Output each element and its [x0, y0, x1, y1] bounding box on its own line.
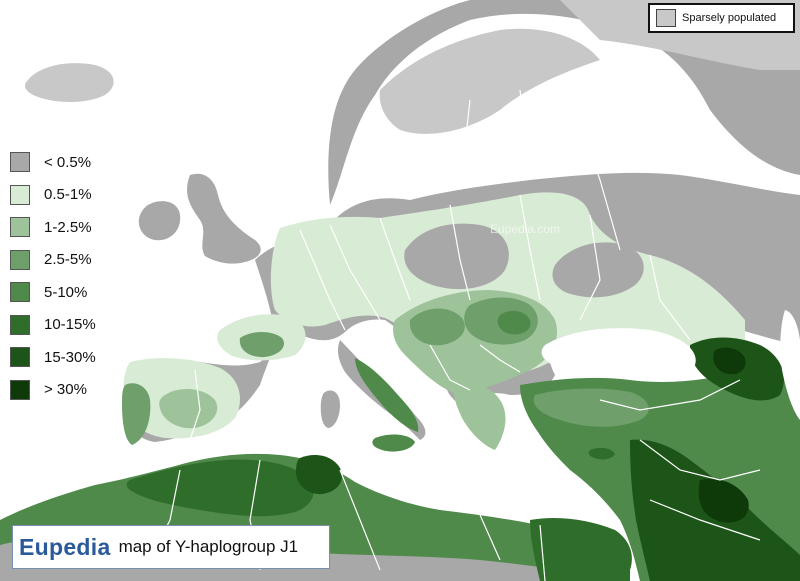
caucasus-core: [713, 347, 746, 375]
caspian-sea: [780, 310, 800, 420]
watermark-center: © Eupedia.com: [370, 475, 473, 492]
tunisia-dark: [296, 455, 342, 495]
watermark-north: Eupedia.com: [490, 222, 561, 236]
legend: < 0.5% 0.5-1% 1-2.5% 2.5-5% 5-10% 10-15%…: [10, 146, 96, 406]
legend-label: 15-30%: [44, 348, 96, 366]
sparse-populated-legend: Sparsely populated: [648, 3, 795, 33]
zone-france-mid: [239, 332, 285, 358]
legend-label: 0.5-1%: [44, 186, 92, 204]
legend-label: 10-15%: [44, 316, 96, 334]
legend-label: 1-2.5%: [44, 218, 92, 236]
arabia-core: [698, 478, 749, 523]
zone-iberia-west: [122, 383, 151, 445]
legend-item: 10-15%: [10, 309, 96, 342]
legend-item: 5-10%: [10, 276, 96, 309]
iceland: [25, 63, 114, 102]
legend-item: > 30%: [10, 374, 96, 407]
cyprus: [588, 447, 615, 460]
legend-swatch: [10, 347, 30, 368]
black-sea: [541, 328, 696, 380]
legend-item: 2.5-5%: [10, 244, 96, 277]
legend-swatch: [10, 152, 30, 173]
legend-label: < 0.5%: [44, 153, 92, 171]
sparse-label: Sparsely populated: [682, 12, 777, 24]
map-caption: Eupedia map of Y-haplogroup J1: [12, 525, 330, 569]
legend-item: 0.5-1%: [10, 179, 96, 212]
zone-greece: [453, 383, 506, 450]
legend-swatch: [10, 184, 30, 205]
sicily: [372, 434, 415, 452]
legend-label: > 30%: [44, 381, 87, 399]
zone-baltic-grey: [404, 223, 509, 290]
legend-swatch: [10, 217, 30, 238]
legend-swatch: [10, 282, 30, 303]
egypt: [530, 518, 632, 581]
ireland: [138, 201, 181, 241]
great-britain: [187, 173, 261, 264]
legend-swatch: [10, 314, 30, 335]
zone-italy-south: [355, 358, 419, 432]
legend-swatch: [10, 249, 30, 270]
zone-hungary: [409, 308, 465, 346]
zone-iberia-mid: [159, 388, 218, 429]
legend-item: < 0.5%: [10, 146, 96, 179]
sparse-north: [379, 28, 600, 134]
legend-item: 15-30%: [10, 341, 96, 374]
sparse-swatch: [656, 9, 676, 27]
legend-label: 2.5-5%: [44, 251, 92, 269]
caption-text: map of Y-haplogroup J1: [118, 537, 299, 556]
legend-swatch: [10, 379, 30, 400]
legend-item: 1-2.5%: [10, 211, 96, 244]
sardinia: [320, 390, 340, 428]
legend-label: 5-10%: [44, 283, 88, 301]
eupedia-logo: Eupedia: [19, 533, 111, 560]
anatolia-light: [533, 388, 649, 427]
zone-romania-core: [497, 310, 531, 335]
